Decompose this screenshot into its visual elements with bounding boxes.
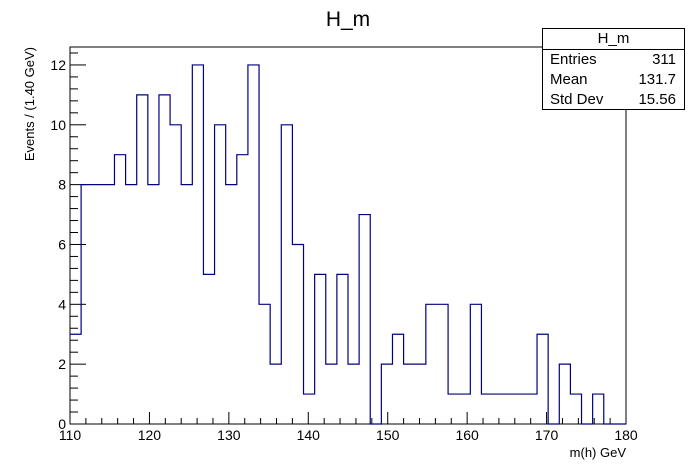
chart-title: H_m [326,8,370,31]
histogram-bin [359,215,370,424]
histogram-bin [493,394,504,424]
stats-label-mean: Mean [550,71,588,88]
y-tick-label: 4 [58,296,66,312]
x-tick-label: 150 [376,427,400,443]
histogram-bin [92,185,103,424]
histogram-bin [348,364,359,424]
histogram-bin [103,185,114,424]
histogram-bin [114,155,125,424]
histogram-bin [570,394,581,424]
histogram-bin [415,364,426,424]
histogram-bins [70,64,626,425]
histogram-bin [337,274,348,424]
histogram-bin [170,125,181,424]
histogram-bin [404,364,415,424]
histogram-bin [126,185,137,424]
stats-box: H_m Entries 311 Mean 131.7 Std Dev 15.56 [542,28,685,110]
stats-title: H_m [543,29,684,50]
histogram-bin [315,274,326,424]
histogram-line [70,64,626,425]
stats-row-entries: Entries 311 [543,50,684,70]
histogram-bin [270,364,281,424]
histogram-bin [504,394,515,424]
stats-value-mean: 131.7 [638,71,676,88]
histogram-bin [437,304,448,424]
histogram-bin [426,304,437,424]
histogram-bin [326,364,337,424]
histogram-bin [515,394,526,424]
x-tick-label: 140 [297,427,321,443]
histogram-bin [248,65,259,424]
stats-value-entries: 311 [652,51,676,68]
stats-row-stddev: Std Dev 15.56 [543,90,684,110]
histogram-bin [448,394,459,424]
stats-label-stddev: Std Dev [550,91,604,108]
histogram-bin [70,334,81,424]
histogram-bin [181,185,192,424]
histogram-bin [292,244,303,424]
y-axis-label: Events / (1.40 GeV) [22,47,37,161]
histogram-bin [459,394,470,424]
x-tick-label: 120 [138,427,162,443]
axis-ticks: 110 120 130 140 150 160 170 180 0 2 4 6 8 10 12 [50,52,638,443]
x-tick-label: 130 [217,427,241,443]
y-tick-label: 0 [58,416,66,432]
histogram-bin [203,274,214,424]
histogram-bin [215,125,226,424]
x-tick-label: 170 [535,427,559,443]
histogram-bin [526,394,537,424]
histogram-bin [237,155,248,424]
histogram-bin [148,185,159,424]
histogram-bin [559,364,570,424]
histogram-bin [226,185,237,424]
histogram-bin [281,125,292,424]
stats-value-stddev: 15.56 [638,91,676,108]
x-axis-label: m(h) GeV [570,445,627,460]
y-tick-label: 10 [50,117,66,133]
x-tick-label: 160 [455,427,479,443]
x-tick-label: 180 [614,427,638,443]
stats-label-entries: Entries [550,51,597,68]
x-tick-label: 110 [59,427,82,443]
y-tick-label: 8 [58,177,66,193]
stats-row-mean: Mean 131.7 [543,70,684,90]
histogram-bin [537,334,548,424]
y-tick-label: 2 [58,356,66,372]
histogram-bin [392,334,403,424]
histogram-bin [159,95,170,424]
histogram-bin [259,304,270,424]
histogram-bin [192,65,203,424]
histogram-bin [470,304,481,424]
histogram-bin [381,364,392,424]
histogram-bin [304,394,315,424]
plot-frame [69,46,627,425]
y-tick-label: 12 [50,57,66,73]
histogram-bin [137,95,148,424]
y-tick-label: 6 [58,236,66,252]
